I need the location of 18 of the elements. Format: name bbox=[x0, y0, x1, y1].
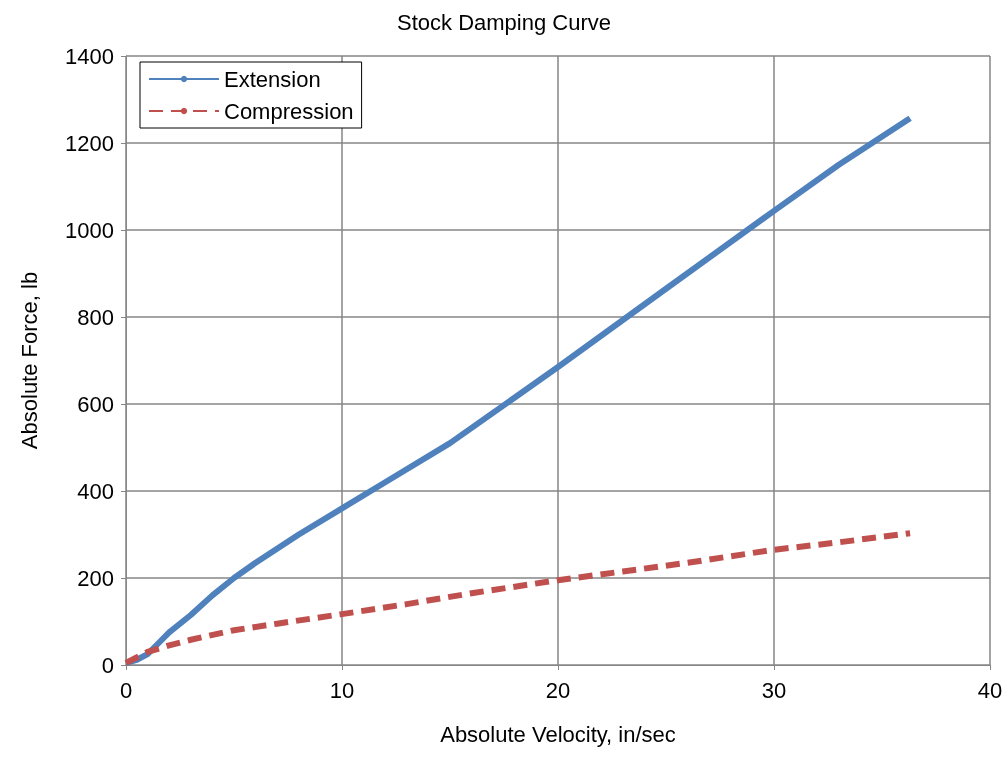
y-tick-label: 400 bbox=[77, 478, 114, 504]
y-tick-label: 1000 bbox=[65, 217, 114, 243]
x-tick-label: 10 bbox=[329, 677, 355, 703]
y-tick-label: 200 bbox=[77, 565, 114, 591]
y-tick-label: 1200 bbox=[65, 130, 114, 156]
y-tick-label: 1400 bbox=[65, 43, 114, 69]
y-tick-label: 600 bbox=[77, 391, 114, 417]
x-tick-label: 20 bbox=[545, 677, 571, 703]
x-axis-title: Absolute Velocity, in/sec bbox=[440, 721, 676, 747]
y-tick-label: 800 bbox=[77, 304, 114, 330]
chart-title: Stock Damping Curve bbox=[397, 9, 611, 35]
y-tick-label: 0 bbox=[101, 652, 114, 678]
x-tick-label: 30 bbox=[761, 677, 787, 703]
legend-label: Compression bbox=[224, 98, 354, 124]
x-tick-label: 0 bbox=[119, 677, 133, 703]
x-tick-label: 40 bbox=[977, 677, 1003, 703]
y-axis-title: Absolute Force, lb bbox=[16, 271, 42, 450]
legend-label: Extension bbox=[224, 66, 321, 92]
